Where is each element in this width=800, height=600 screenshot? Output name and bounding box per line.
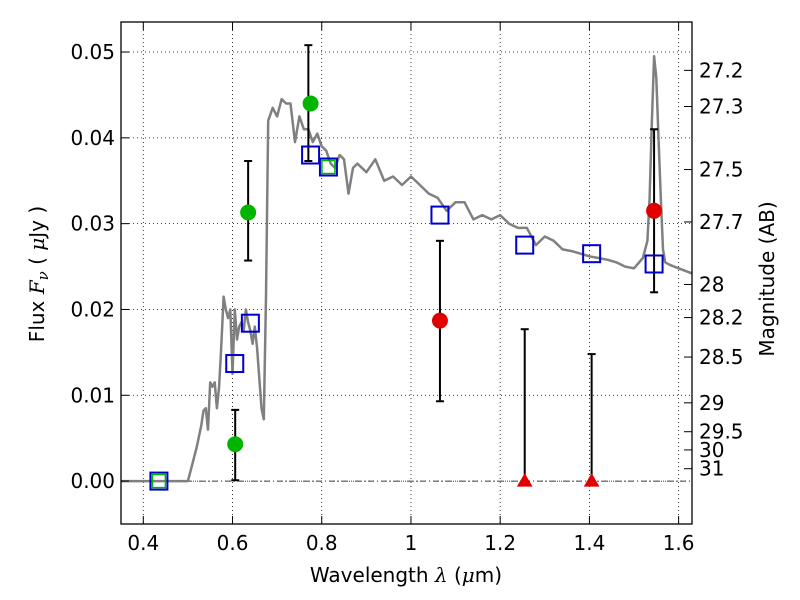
mag-tick-label: 28.2 (699, 306, 744, 330)
green-inner-square (151, 473, 167, 489)
mag-tick-label: 28 (699, 273, 724, 297)
green-point (302, 95, 319, 112)
y-tick-label: 0.01 (70, 383, 115, 407)
mag-tick-label: 29.5 (699, 420, 744, 444)
model-square (225, 354, 245, 374)
grid-lines (121, 22, 692, 524)
mag-tick-label: 31 (699, 457, 724, 481)
y2-axis-label: Magnitude (AB) (755, 201, 779, 356)
mag-tick-label: 27.3 (699, 95, 744, 119)
y-tick-label: 0.02 (70, 297, 115, 321)
model-square (582, 244, 602, 264)
x-tick-label: 0.4 (127, 531, 159, 555)
x-tick-label: 0.6 (217, 531, 249, 555)
upper-limit-triangle (516, 473, 533, 487)
x-tick-label: 1.4 (573, 531, 605, 555)
mag-tick-label: 27.2 (699, 58, 744, 82)
y-axis-label: Flux Fν ( μJy ) (25, 206, 52, 342)
model-square (644, 254, 664, 274)
x-tick-label: 1 (405, 531, 418, 555)
y-tick-label: 0.04 (70, 126, 115, 150)
model-square (515, 235, 535, 255)
axis-ticks: 0.4 0.6 0.8 1 1.2 1.4 1.6 0.00 0.01 0.02 0.03 0.04 0… (70, 22, 744, 555)
green-inner-square (321, 159, 336, 175)
x-tick-label: 1.2 (484, 531, 516, 555)
mag-tick-label: 29 (699, 391, 724, 415)
model-square (318, 157, 338, 177)
upper-limit-triangle (583, 473, 600, 487)
red-point (646, 202, 663, 219)
y-tick-label: 0.05 (70, 40, 115, 64)
red-point (431, 312, 448, 329)
green-point (240, 204, 257, 221)
green-point (227, 436, 244, 453)
mag-tick-label: 27.7 (699, 210, 744, 234)
plot-frame (120, 21, 693, 525)
plot-area (121, 44, 693, 491)
model-square (149, 471, 169, 491)
model-square (430, 205, 450, 225)
sed-line (121, 55, 693, 483)
model-square (301, 145, 321, 165)
y-tick-label: 0.03 (70, 212, 115, 236)
mag-tick-label: 30 (699, 438, 724, 462)
x-tick-label: 0.8 (306, 531, 338, 555)
mag-tick-label: 28.5 (699, 345, 744, 369)
model-square (240, 313, 260, 333)
mag-tick-label: 27.5 (699, 158, 744, 182)
x-tick-label: 1.6 (663, 531, 695, 555)
y-tick-label: 0.00 (70, 469, 115, 493)
x-axis-label: Wavelength λ (μm) (310, 563, 502, 587)
